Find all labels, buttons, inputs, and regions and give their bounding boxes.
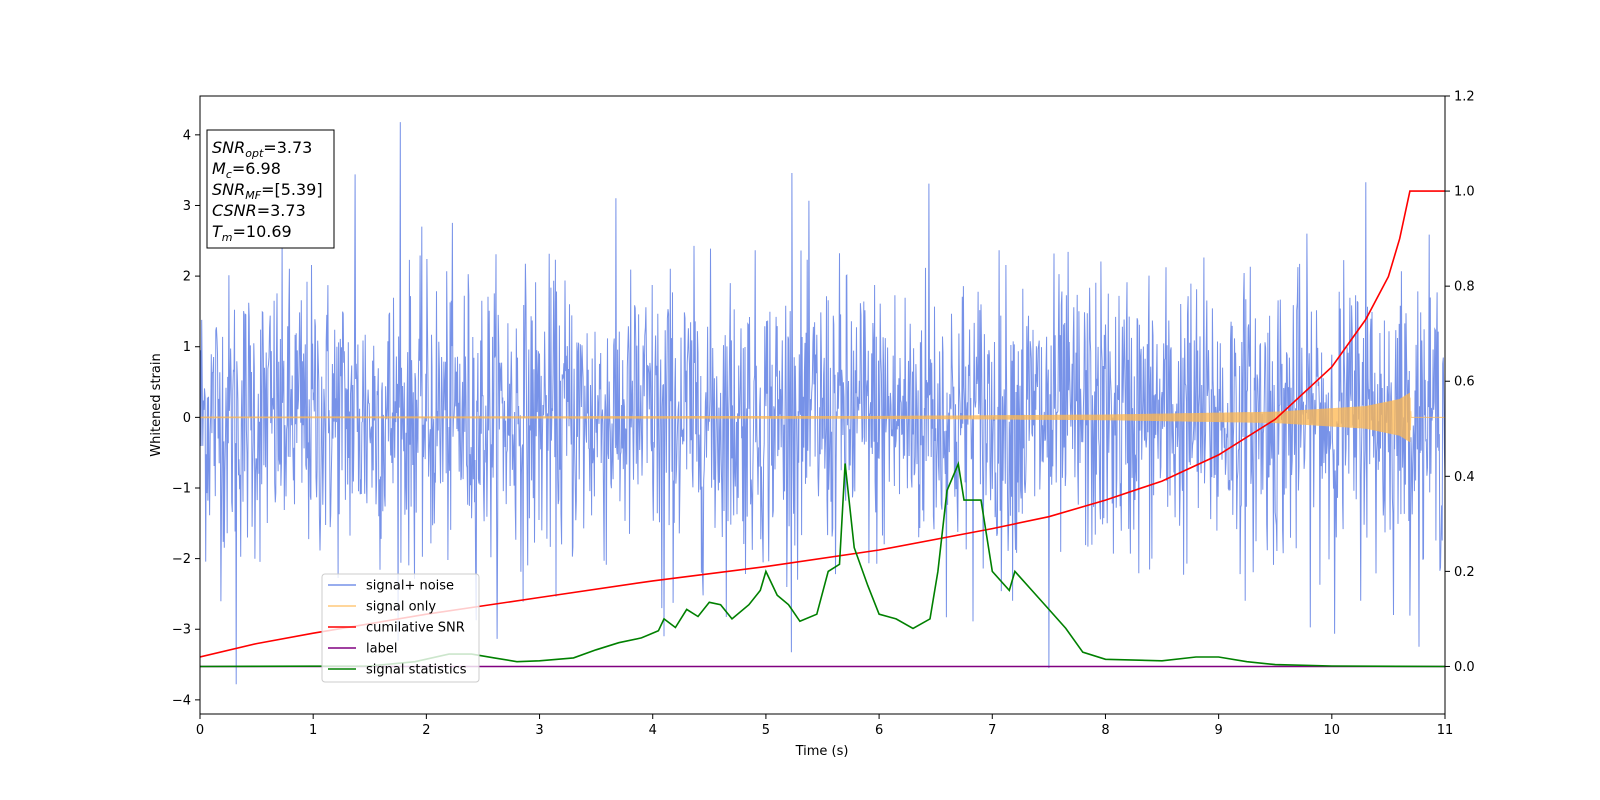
y-tick-label: 3 (183, 199, 191, 214)
series-signal-only (200, 392, 1445, 443)
info-line: Tm=10.69 (212, 222, 292, 244)
y-axis-label: Whitened strain (149, 353, 164, 456)
info-line: CSNR=3.73 (212, 201, 306, 220)
series-signal-noise (200, 122, 1445, 685)
x-tick-label: 1 (309, 723, 317, 738)
plot-frame (199, 95, 1446, 715)
y-tick-label: 4 (183, 128, 191, 143)
y2-tick-label: 0.4 (1454, 470, 1475, 485)
legend: signal+ noise signal only cumilative SNR la… (321, 573, 480, 683)
info-line: Mc=6.98 (212, 159, 281, 181)
legend-frame (321, 573, 480, 683)
x-tick-label: 3 (535, 723, 543, 738)
x-axis: 0 1 2 3 4 5 6 7 8 9 10 11 (196, 714, 1453, 738)
x-tick-label: 2 (422, 723, 430, 738)
x-tick-label: 5 (762, 723, 770, 738)
legend-label: signal only (366, 600, 436, 615)
y-tick-label: 2 (183, 270, 191, 285)
y2-tick-label: 1.0 (1454, 185, 1475, 200)
legend-label: signal statistics (366, 663, 467, 678)
x-tick-label: 0 (196, 723, 204, 738)
y-tick-label: −3 (172, 623, 191, 638)
y-axis-left: −4 −3 −2 −1 0 1 2 3 4 (172, 128, 200, 708)
info-line: SNRopt=3.73 (212, 138, 312, 160)
y-tick-label: 1 (183, 340, 191, 355)
x-tick-label: 8 (1101, 723, 1109, 738)
x-axis-label: Time (s) (795, 744, 849, 759)
x-tick-label: 11 (1437, 723, 1454, 738)
y-axis-right: 0.0 0.2 0.4 0.6 0.8 1.0 1.2 (1445, 90, 1475, 675)
y2-tick-label: 0.6 (1454, 375, 1475, 390)
legend-label: cumilative SNR (366, 621, 465, 636)
x-tick-label: 9 (1214, 723, 1222, 738)
x-tick-label: 6 (875, 723, 883, 738)
x-tick-label: 4 (649, 723, 657, 738)
x-tick-label: 10 (1324, 723, 1341, 738)
y-tick-label: −2 (172, 552, 191, 567)
series-signal-statistics (200, 461, 1445, 668)
y2-tick-label: 0.8 (1454, 280, 1475, 295)
info-box-frame (206, 129, 335, 249)
y-tick-label: −1 (172, 481, 191, 496)
y2-tick-label: 0.0 (1454, 660, 1475, 675)
legend-label: label (366, 642, 397, 657)
y-tick-label: −4 (172, 693, 191, 708)
y-tick-label: 0 (183, 411, 191, 426)
x-tick-label: 7 (988, 723, 996, 738)
y2-tick-label: 1.2 (1454, 90, 1475, 105)
info-line: SNRMF=[5.39] (212, 180, 323, 202)
y2-tick-label: 0.2 (1454, 565, 1475, 580)
legend-label: signal+ noise (366, 579, 454, 594)
